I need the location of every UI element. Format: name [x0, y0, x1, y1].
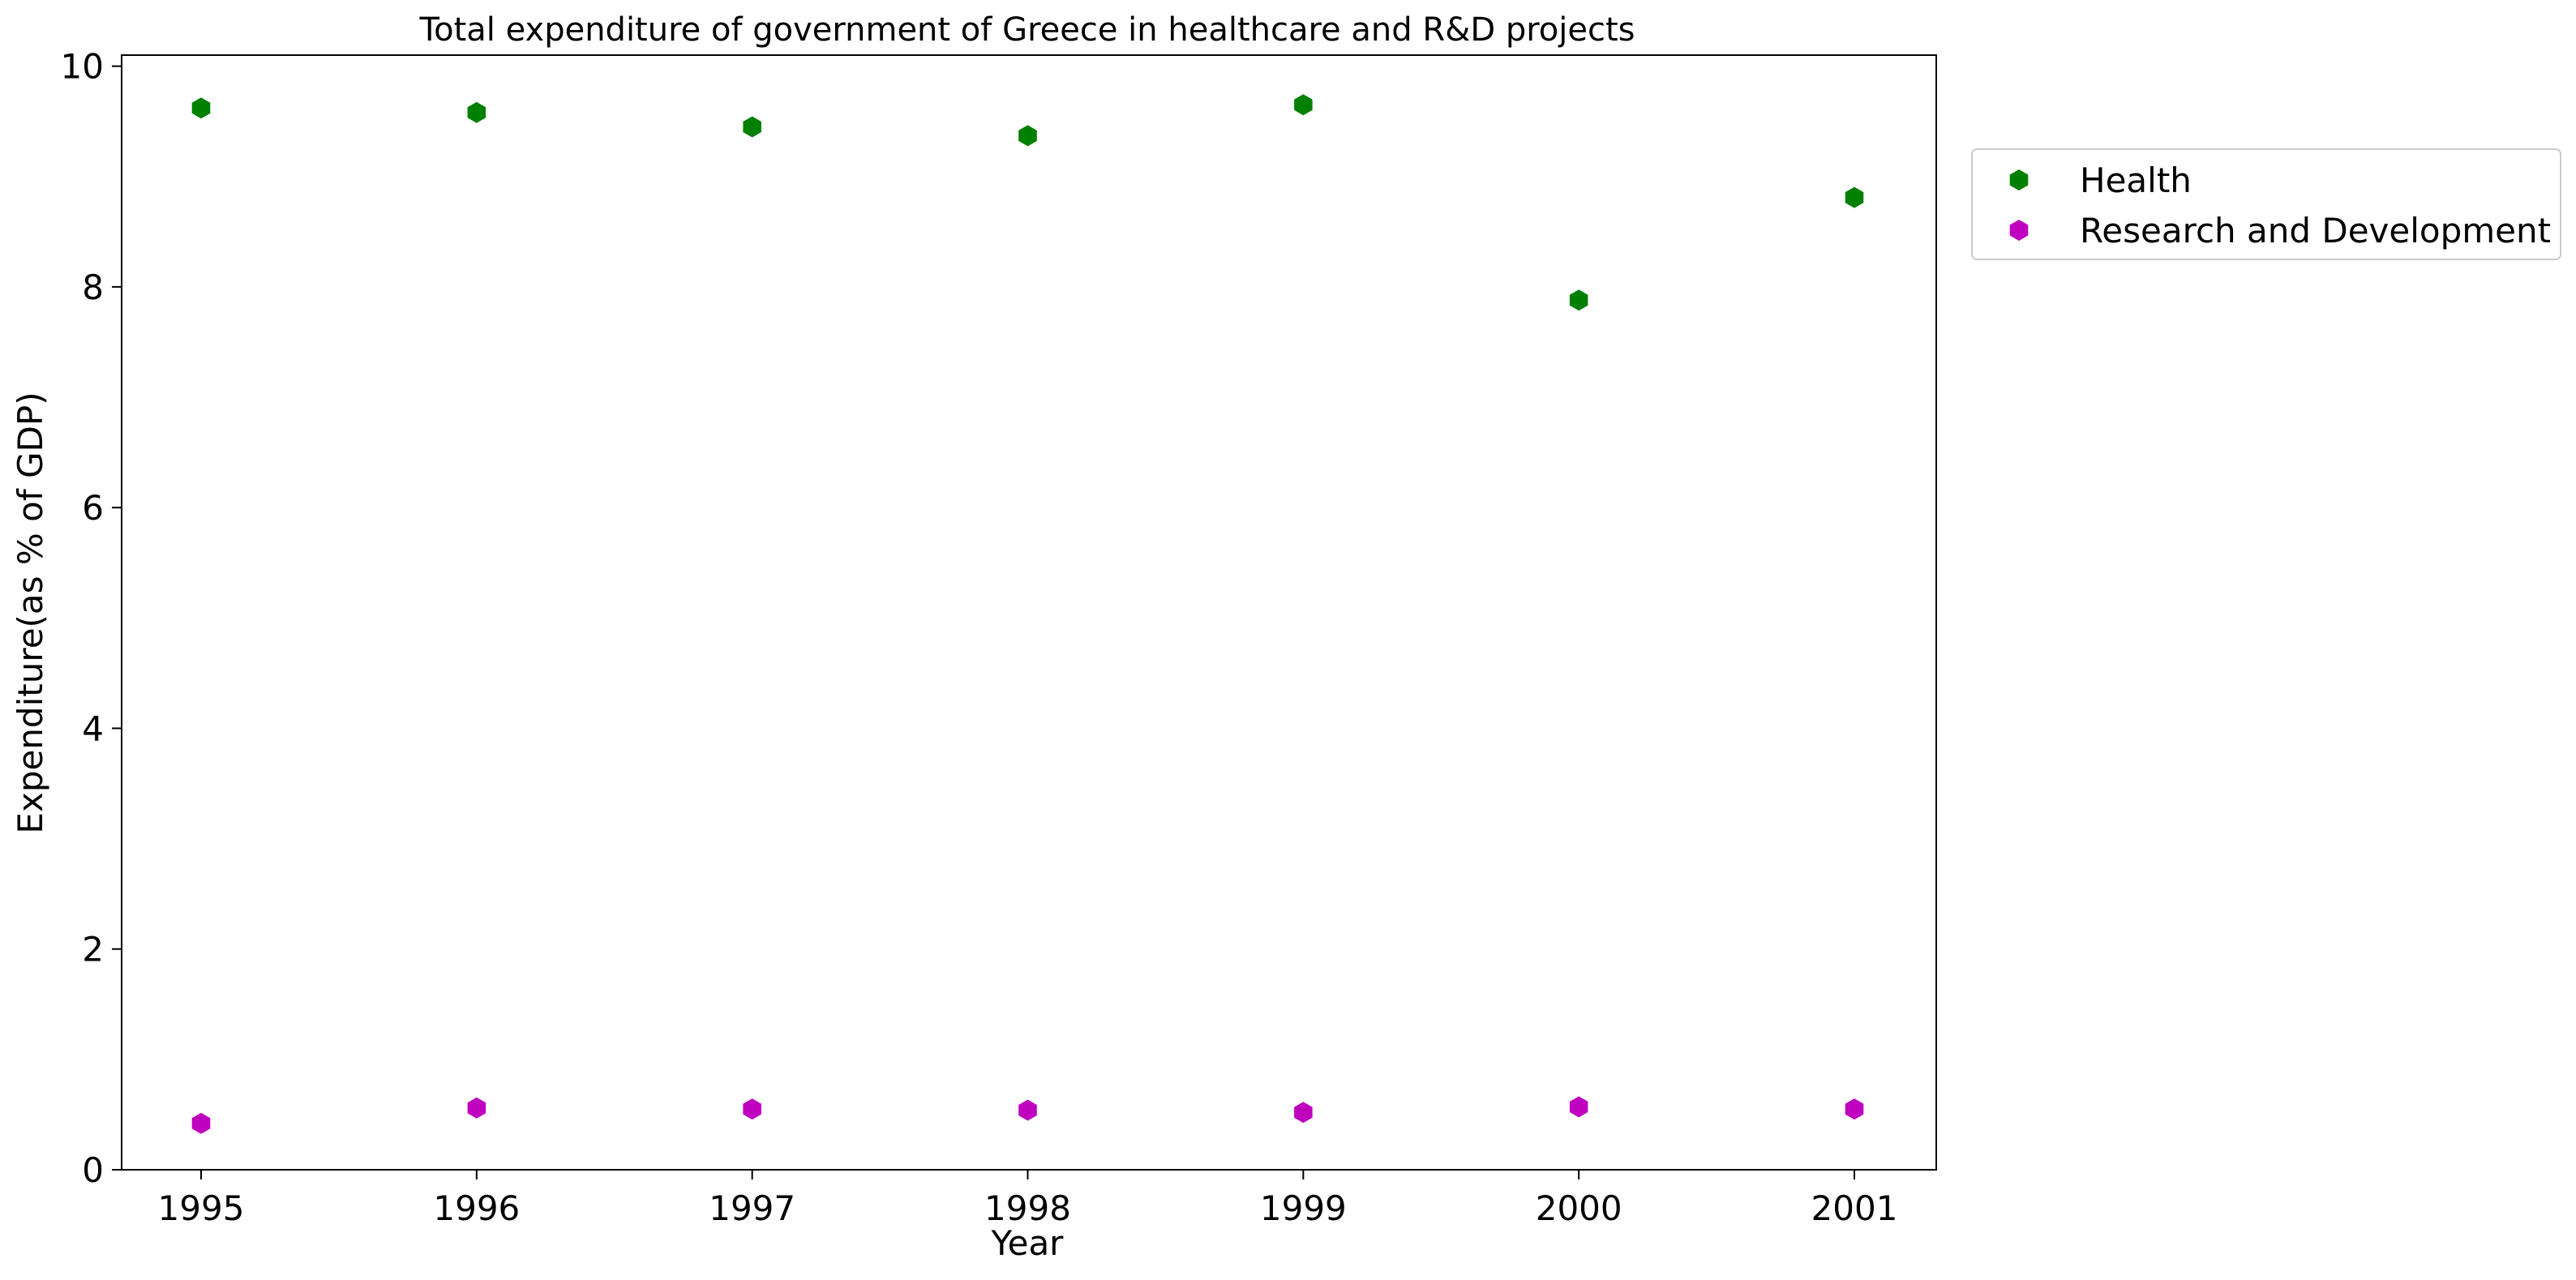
y-axis-label: Expenditure(as % of GDP): [11, 392, 50, 833]
x-tick-label: 1999: [1260, 1188, 1347, 1228]
x-tick-label: 1996: [433, 1188, 520, 1228]
data-point: [1294, 94, 1313, 116]
x-tick-label: 1995: [158, 1188, 245, 1228]
legend-frame: [1971, 148, 2561, 260]
data-point: [1569, 289, 1588, 311]
data-point: [743, 116, 761, 138]
data-points: [191, 94, 1864, 1134]
x-axis-label: Year: [991, 1223, 1065, 1263]
data-point: [1294, 1102, 1313, 1124]
legend-marker: [2009, 169, 2029, 191]
data-point: [1845, 186, 1864, 208]
x-tick-label: 2000: [1536, 1188, 1622, 1228]
y-axis: 0 2 4 6 8 10: [61, 47, 122, 1190]
data-point: [1845, 1098, 1864, 1120]
y-tick-label: 2: [82, 930, 104, 970]
plot-area-frame: [121, 54, 1937, 1171]
y-tick-label: 8: [82, 268, 104, 307]
y-tick-label: 10: [61, 47, 104, 87]
data-point: [467, 1097, 486, 1119]
chart-title: Total expenditure of government of Greec…: [418, 11, 1635, 49]
x-axis: 1995 1996 1997 1998 1999 2000 2001: [158, 1170, 1898, 1228]
data-point: [743, 1098, 761, 1120]
legend-label: Research and Development: [2080, 211, 2551, 250]
series-health: [191, 94, 1864, 311]
x-tick-label: 1997: [709, 1188, 795, 1228]
data-point: [191, 1112, 211, 1134]
data-point: [467, 101, 486, 123]
data-point: [1018, 1099, 1037, 1121]
legend-marker: [2009, 220, 2029, 241]
x-tick-label: 2001: [1811, 1188, 1898, 1228]
y-tick-label: 4: [82, 708, 104, 748]
legend-label: Health: [2080, 161, 2192, 200]
y-tick-label: 0: [82, 1150, 104, 1190]
series-research-and-development: [191, 1096, 1864, 1134]
data-point: [191, 97, 211, 119]
data-point: [1569, 1096, 1588, 1118]
y-tick-label: 6: [82, 488, 104, 528]
x-tick-label: 1998: [984, 1188, 1071, 1228]
data-point: [1018, 125, 1037, 147]
legend: Health Research and Development: [1971, 148, 2561, 260]
